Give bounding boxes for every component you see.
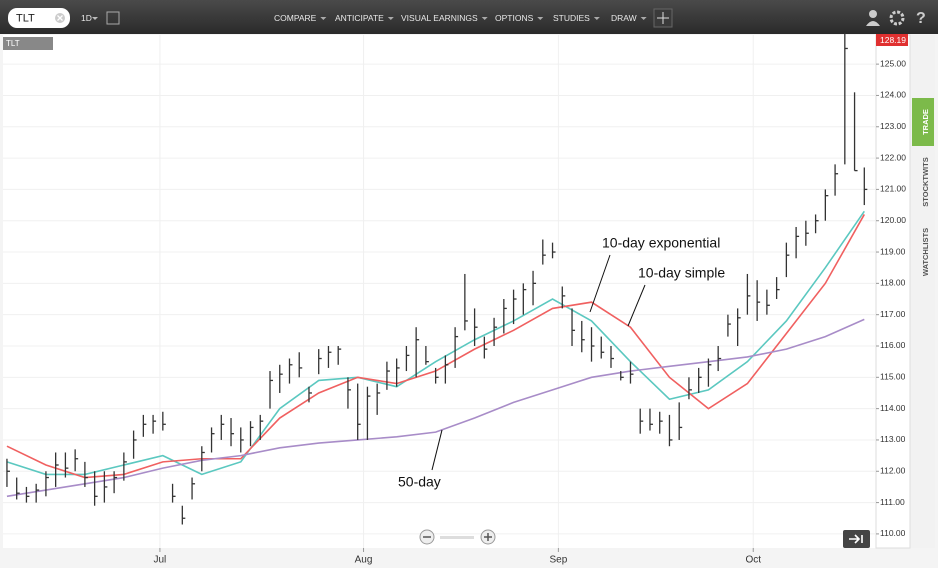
annotation: 10-day exponential [602, 235, 720, 251]
y-tick-label: 122.00 [880, 152, 906, 162]
user-icon[interactable] [869, 10, 877, 18]
tab-label[interactable]: STOCKTWITS [921, 157, 930, 206]
pointer [431, 429, 443, 471]
menu-bar: COMPARE ANTICIPATE VISUAL EARNINGS OPTIONS S… [274, 13, 647, 23]
annotation: 50-day [398, 474, 441, 490]
price-tag [876, 34, 908, 46]
y-tick-label: 119.00 [880, 246, 906, 256]
x-tick-label: Sep [549, 555, 567, 566]
pointer [589, 254, 611, 313]
menu-item[interactable]: STUDIES [553, 13, 590, 23]
y-tick-label: 124.00 [880, 90, 906, 100]
x-tick-label: Aug [355, 555, 373, 566]
caret [481, 17, 488, 20]
caret [320, 17, 327, 20]
moving-average [6, 318, 865, 498]
caret [640, 17, 647, 20]
y-tick-label: 113.00 [880, 434, 906, 444]
menu-item[interactable]: VISUAL EARNINGS [401, 13, 478, 23]
y-tick-label: 125.00 [880, 58, 906, 68]
zoom-slider[interactable] [440, 536, 474, 539]
help-icon[interactable]: ? [916, 10, 926, 27]
y-tick-label: 120.00 [880, 215, 906, 225]
x-tick-label: Oct [745, 555, 761, 566]
y-tick-label: 121.00 [880, 184, 906, 194]
calendar-icon[interactable] [106, 11, 120, 25]
y-axis-panel [875, 34, 911, 549]
menu-item[interactable]: COMPARE [274, 13, 317, 23]
last-price: 128.19 [880, 35, 906, 45]
gear-icon[interactable] [889, 10, 905, 26]
symbol-label: TLT [6, 39, 20, 48]
caret [92, 17, 98, 20]
y-tick-label: 116.00 [880, 340, 906, 350]
toolbar [0, 0, 938, 34]
y-tick-label: 112.00 [880, 466, 906, 476]
moving-average [6, 210, 865, 476]
jump-icon [849, 534, 863, 544]
clear-x [57, 15, 63, 21]
pointer [627, 284, 646, 327]
y-tick-label: 110.00 [880, 528, 906, 538]
caret [593, 17, 600, 20]
symbol-tag [3, 37, 53, 50]
y-tick-label: 117.00 [880, 309, 906, 319]
tab-label[interactable]: WATCHLISTS [921, 228, 930, 276]
menu-item[interactable]: DRAW [611, 13, 637, 23]
caret [387, 17, 394, 20]
y-tick-label: 115.00 [880, 372, 906, 382]
trade-tab[interactable] [912, 98, 934, 146]
menu-item[interactable]: OPTIONS [495, 13, 534, 23]
zoom-in-icon [484, 533, 492, 541]
caret [537, 17, 544, 20]
menu-item[interactable]: ANTICIPATE [335, 13, 384, 23]
symbol-box[interactable] [8, 8, 70, 28]
annotation: 10-day simple [638, 265, 725, 281]
x-tick-label: Jul [154, 555, 167, 566]
symbol: TLT [16, 12, 35, 24]
plot: 110.00 111.00 112.00 113.00 114.00 115.00 116.… [3, 32, 906, 566]
plot-area [3, 35, 876, 548]
y-tick-label: 123.00 [880, 121, 906, 131]
y-tick-label: 114.00 [880, 403, 906, 413]
tab-label: TRADE [921, 109, 930, 135]
user-body [866, 21, 880, 26]
y-tick-label: 118.00 [880, 278, 906, 288]
crosshair-icon [657, 12, 669, 24]
y-tick-label: 111.00 [880, 497, 905, 507]
interval[interactable]: 1D [81, 13, 92, 23]
